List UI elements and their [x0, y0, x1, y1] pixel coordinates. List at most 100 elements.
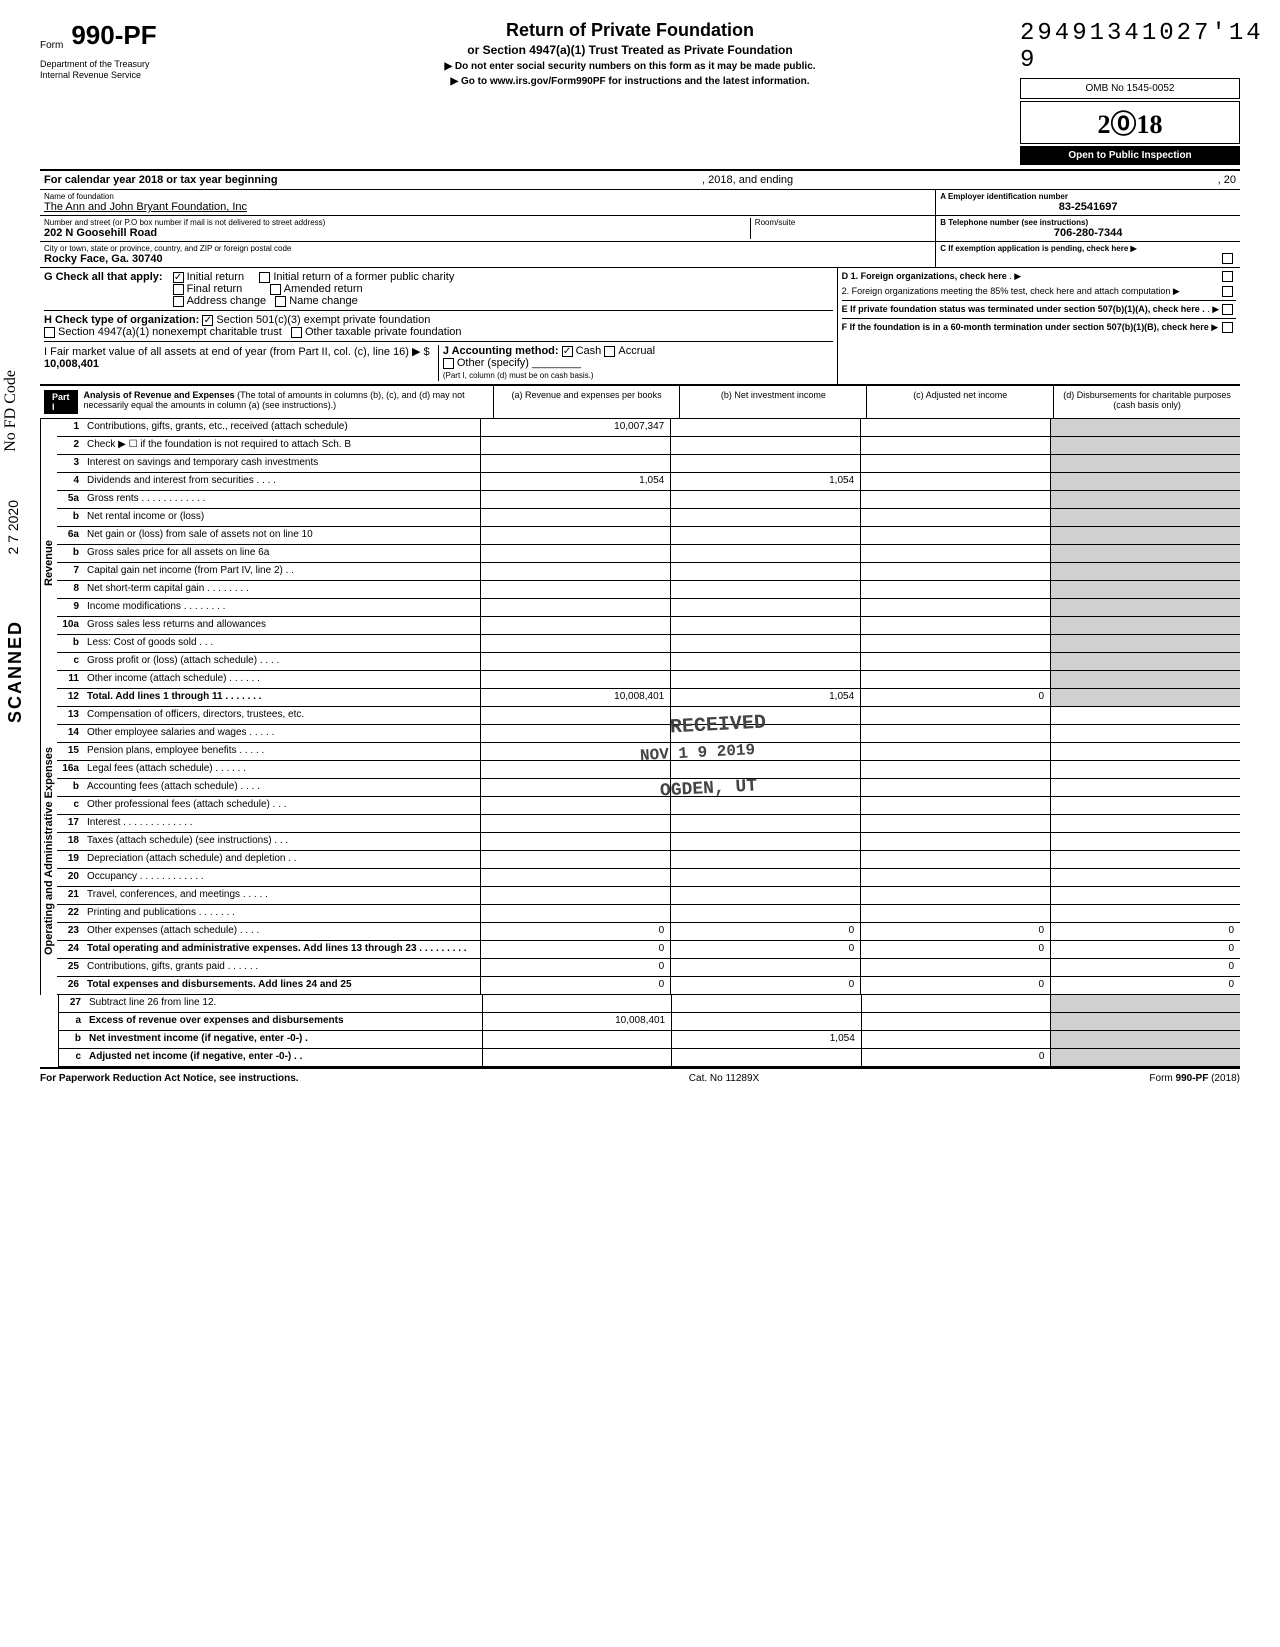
cell-d: [1050, 563, 1240, 580]
cell-d: [1050, 851, 1240, 868]
amended-checkbox[interactable]: [270, 284, 281, 295]
cell-a: [480, 761, 670, 778]
line-number: b: [57, 635, 83, 652]
table-row: 23Other expenses (attach schedule) . . .…: [57, 923, 1240, 941]
cell-a: [480, 635, 670, 652]
cell-b: [670, 887, 860, 904]
cell-a: 10,008,401: [482, 1013, 672, 1030]
cell-c: [860, 599, 1050, 616]
cell-a: [480, 491, 670, 508]
cell-b: [670, 869, 860, 886]
h-other-checkbox[interactable]: [291, 327, 302, 338]
cell-c: [860, 797, 1050, 814]
line-number: 3: [57, 455, 83, 472]
cell-b: [670, 851, 860, 868]
footer-right: Form 990-PF (2018): [1149, 1073, 1240, 1084]
address-change-label: Address change: [187, 295, 267, 307]
line-number: 10a: [57, 617, 83, 634]
cell-a: [482, 1049, 672, 1066]
d2-checkbox[interactable]: [1222, 286, 1233, 297]
line-number: a: [59, 1013, 85, 1030]
address-change-checkbox[interactable]: [173, 296, 184, 307]
cell-d: [1050, 509, 1240, 526]
h-label: H Check type of organization:: [44, 314, 199, 326]
final-return-label: Final return: [187, 283, 243, 295]
h-501c3-checkbox[interactable]: [202, 315, 213, 326]
cell-a: [482, 1031, 672, 1048]
cell-a: [480, 815, 670, 832]
cell-b: [670, 779, 860, 796]
line-description: Gross profit or (loss) (attach schedule)…: [83, 653, 480, 670]
cell-a: [480, 833, 670, 850]
c-label: C If exemption application is pending, c…: [940, 244, 1236, 253]
initial-return-label: Initial return: [187, 271, 244, 283]
line-number: 6a: [57, 527, 83, 544]
line-description: Other expenses (attach schedule) . . . .: [83, 923, 480, 940]
scanned-margin: SCANNED: [5, 620, 26, 723]
name-change-checkbox[interactable]: [275, 296, 286, 307]
cell-a: [480, 887, 670, 904]
cell-b: [671, 1049, 861, 1066]
line-number: 8: [57, 581, 83, 598]
line-number: 5a: [57, 491, 83, 508]
cell-a: 10,007,347: [480, 419, 670, 436]
table-row: 8Net short-term capital gain . . . . . .…: [57, 581, 1240, 599]
cell-c: [860, 455, 1050, 472]
form-number: 990-PF: [71, 20, 156, 51]
table-row: bGross sales price for all assets on lin…: [57, 545, 1240, 563]
cell-c: 0: [860, 941, 1050, 958]
line-number: 22: [57, 905, 83, 922]
initial-return-checkbox[interactable]: [173, 272, 184, 283]
line-number: c: [57, 653, 83, 670]
other-method-checkbox[interactable]: [443, 358, 454, 369]
table-row: 19Depreciation (attach schedule) and dep…: [57, 851, 1240, 869]
cell-c: [860, 743, 1050, 760]
line-description: Subtract line 26 from line 12.: [85, 995, 482, 1012]
other-method-label: Other (specify): [457, 357, 529, 369]
d1-label: D 1. Foreign organizations, check here: [842, 271, 1007, 281]
instruction-1: ▶ Do not enter social security numbers o…: [240, 61, 1020, 72]
cell-d: [1050, 707, 1240, 724]
line-description: Gross sales less returns and allowances: [83, 617, 480, 634]
cell-a: [480, 563, 670, 580]
cell-d: 0: [1050, 923, 1240, 940]
line-description: Other income (attach schedule) . . . . .…: [83, 671, 480, 688]
f-checkbox[interactable]: [1222, 322, 1233, 333]
line-description: Other professional fees (attach schedule…: [83, 797, 480, 814]
cell-b: [670, 671, 860, 688]
table-row: 6aNet gain or (loss) from sale of assets…: [57, 527, 1240, 545]
line-number: 21: [57, 887, 83, 904]
table-row: 24Total operating and administrative exp…: [57, 941, 1240, 959]
city-label: City or town, state or province, country…: [44, 244, 931, 253]
tax-year: 2⓪18: [1020, 101, 1240, 144]
line-number: 7: [57, 563, 83, 580]
line-number: 11: [57, 671, 83, 688]
accrual-checkbox[interactable]: [604, 346, 615, 357]
line-number: 26: [57, 977, 83, 994]
table-row: 15Pension plans, employee benefits . . .…: [57, 743, 1240, 761]
table-row: cOther professional fees (attach schedul…: [57, 797, 1240, 815]
cell-c: [860, 761, 1050, 778]
cash-checkbox[interactable]: [562, 346, 573, 357]
revenue-label: Revenue: [40, 419, 57, 707]
line-number: b: [57, 545, 83, 562]
final-return-checkbox[interactable]: [173, 284, 184, 295]
cell-a: [480, 725, 670, 742]
e-checkbox[interactable]: [1222, 304, 1233, 315]
line-number: b: [57, 509, 83, 526]
c-checkbox[interactable]: [1222, 253, 1233, 264]
line-number: 19: [57, 851, 83, 868]
cell-b: [670, 581, 860, 598]
table-row: cAdjusted net income (if negative, enter…: [59, 1049, 1240, 1067]
initial-former-checkbox[interactable]: [259, 272, 270, 283]
line-description: Contributions, gifts, grants, etc., rece…: [83, 419, 480, 436]
line-number: 24: [57, 941, 83, 958]
cell-d: [1050, 473, 1240, 490]
h-4947-checkbox[interactable]: [44, 327, 55, 338]
d1-checkbox[interactable]: [1222, 271, 1233, 282]
table-row: 26Total expenses and disbursements. Add …: [57, 977, 1240, 995]
line-number: 17: [57, 815, 83, 832]
cell-c: [860, 887, 1050, 904]
room-label: Room/suite: [755, 218, 931, 227]
line-number: 13: [57, 707, 83, 724]
